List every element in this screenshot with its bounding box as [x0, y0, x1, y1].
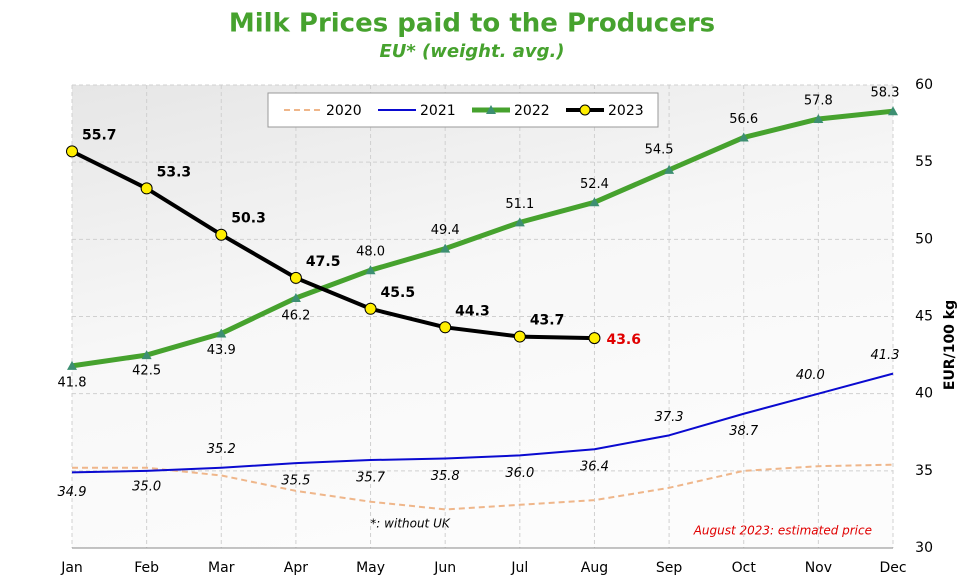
y-tick-label: 50 [915, 231, 933, 247]
legend-marker [579, 104, 591, 116]
data-label: 41.8 [58, 375, 87, 390]
data-label: 35.5 [281, 474, 310, 489]
series-line [72, 463, 894, 511]
x-tick-label: Jun [433, 560, 456, 576]
data-label: 41.3 [871, 348, 900, 363]
data-label: 43.9 [207, 343, 236, 358]
data-label: 34.9 [58, 485, 87, 500]
x-tick-label: Feb [134, 560, 159, 576]
data-label: 35.2 [207, 442, 236, 457]
marker [813, 113, 824, 123]
data-label: 55.7 [82, 127, 117, 143]
x-tick-label: Sep [656, 560, 683, 576]
data-label: 51.1 [505, 197, 534, 212]
series-line [71, 372, 894, 474]
data-label: 49.4 [431, 223, 460, 238]
marker [67, 360, 77, 370]
legend: 2020 2021 2022 2023 [267, 92, 659, 128]
data-label: 47.5 [306, 254, 341, 270]
marker [215, 228, 228, 241]
legend-label: 2020 [326, 103, 362, 119]
data-label: 35.8 [431, 469, 460, 484]
y-axis-label: EUR/100 kg [942, 300, 958, 390]
data-label: 56.6 [729, 112, 758, 127]
legend-label: 2022 [514, 103, 550, 119]
marker [365, 265, 376, 275]
data-label: 40.0 [796, 368, 825, 383]
data-label: 54.5 [645, 142, 674, 157]
data-label: 58.3 [871, 86, 900, 101]
marker [738, 132, 749, 142]
data-label: 43.7 [530, 313, 565, 329]
data-label: 36.0 [505, 466, 534, 481]
marker [364, 302, 377, 315]
y-tick-label: 55 [915, 154, 933, 170]
y-tick-label: 35 [915, 463, 933, 479]
marker [140, 182, 153, 195]
x-tick-label: Jul [510, 560, 528, 576]
annotation: *: without UK [370, 517, 451, 531]
series-line [71, 108, 894, 369]
data-label: 35.7 [356, 471, 386, 486]
annotation: August 2023: estimated price [693, 524, 872, 538]
chart-subtitle: EU* (weight. avg.) [379, 41, 564, 62]
x-tick-label: Dec [879, 560, 906, 576]
x-tick-label: Mar [208, 560, 235, 576]
legend-marker [486, 105, 496, 114]
data-label: 38.7 [729, 424, 759, 439]
x-tick-label: Apr [284, 560, 308, 576]
x-tick-label: Aug [581, 560, 608, 576]
marker [514, 217, 525, 227]
marker [513, 330, 526, 343]
data-label: 37.3 [655, 410, 684, 425]
legend-label: 2023 [608, 103, 644, 119]
marker [141, 350, 152, 360]
marker [440, 243, 451, 253]
y-tick-label: 45 [915, 309, 933, 325]
x-tick-label: Jan [60, 560, 83, 576]
data-label: 43.6 [606, 332, 641, 348]
y-tick-label: 30 [915, 540, 933, 556]
chart-title: Milk Prices paid to the Producers [229, 9, 715, 39]
marker [289, 271, 302, 284]
data-label: 36.4 [580, 460, 609, 475]
data-label: 48.0 [356, 245, 385, 260]
x-tick-label: Oct [732, 560, 757, 576]
data-label: 45.5 [381, 285, 416, 301]
marker [216, 328, 227, 338]
data-label: 44.3 [455, 303, 490, 319]
data-label: 57.8 [804, 93, 833, 108]
data-label: 53.3 [157, 164, 192, 180]
data-label: 46.2 [281, 308, 310, 323]
y-tick-label: 60 [915, 77, 933, 93]
marker [66, 145, 78, 158]
data-label: 52.4 [580, 177, 609, 192]
marker [439, 321, 452, 334]
data-label: 35.0 [132, 479, 161, 494]
series-line [71, 149, 595, 341]
y-tick-label: 40 [915, 386, 933, 402]
legend-label: 2021 [420, 103, 456, 119]
marker [588, 332, 601, 345]
data-label: 50.3 [231, 211, 266, 227]
x-tick-label: Nov [805, 560, 832, 576]
marker [664, 164, 675, 174]
marker [589, 197, 600, 207]
x-tick-label: May [356, 560, 385, 576]
marker [888, 106, 898, 116]
marker [290, 292, 301, 302]
data-label: 42.5 [132, 364, 161, 379]
